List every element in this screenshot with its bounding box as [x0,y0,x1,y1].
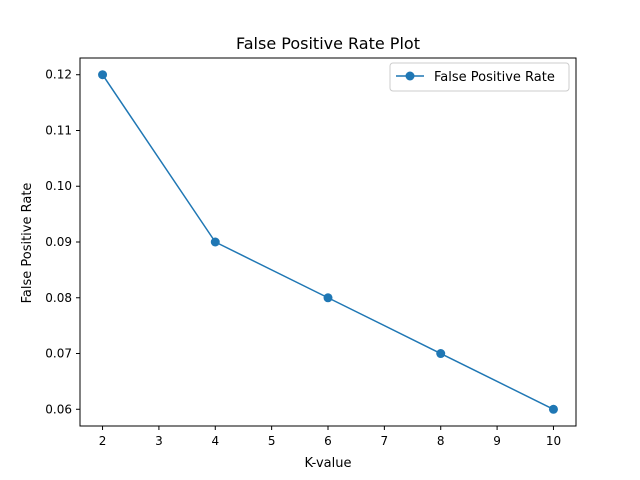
x-axis-ticks: 2 3 4 5 6 7 8 9 10 [99,426,561,448]
data-point [323,293,333,303]
y-axis-ticks: 0.06 0.07 0.08 0.09 0.10 0.11 0.12 [45,68,80,416]
x-tick-label: 6 [324,434,332,448]
legend-label: False Positive Rate [434,70,555,85]
x-tick-label: 4 [211,434,219,448]
legend-box [389,62,570,92]
y-tick-label: 0.10 [45,179,72,193]
y-tick-label: 0.08 [45,291,72,305]
x-tick-label: 7 [381,434,389,448]
x-tick-label: 10 [546,434,561,448]
y-tick-label: 0.12 [45,68,72,82]
y-tick-label: 0.09 [45,235,72,249]
legend-marker-swatch [405,71,415,81]
x-tick-label: 8 [437,434,445,448]
y-axis-label: False Positive Rate [20,183,35,304]
data-point [210,237,220,247]
legend: False Positive Rate [389,62,570,92]
data-point [548,404,558,414]
x-axis-label: K-value [304,456,351,471]
x-tick-label: 3 [155,434,163,448]
x-tick-label: 5 [268,434,276,448]
chart-title: False Positive Rate Plot [236,34,420,53]
x-tick-label: 2 [99,434,107,448]
y-tick-label: 0.11 [45,123,72,137]
data-point [98,70,108,80]
y-tick-label: 0.06 [45,402,72,416]
y-tick-label: 0.07 [45,347,72,361]
x-tick-label: 9 [493,434,501,448]
data-point [436,349,446,359]
series-layer [98,70,558,414]
